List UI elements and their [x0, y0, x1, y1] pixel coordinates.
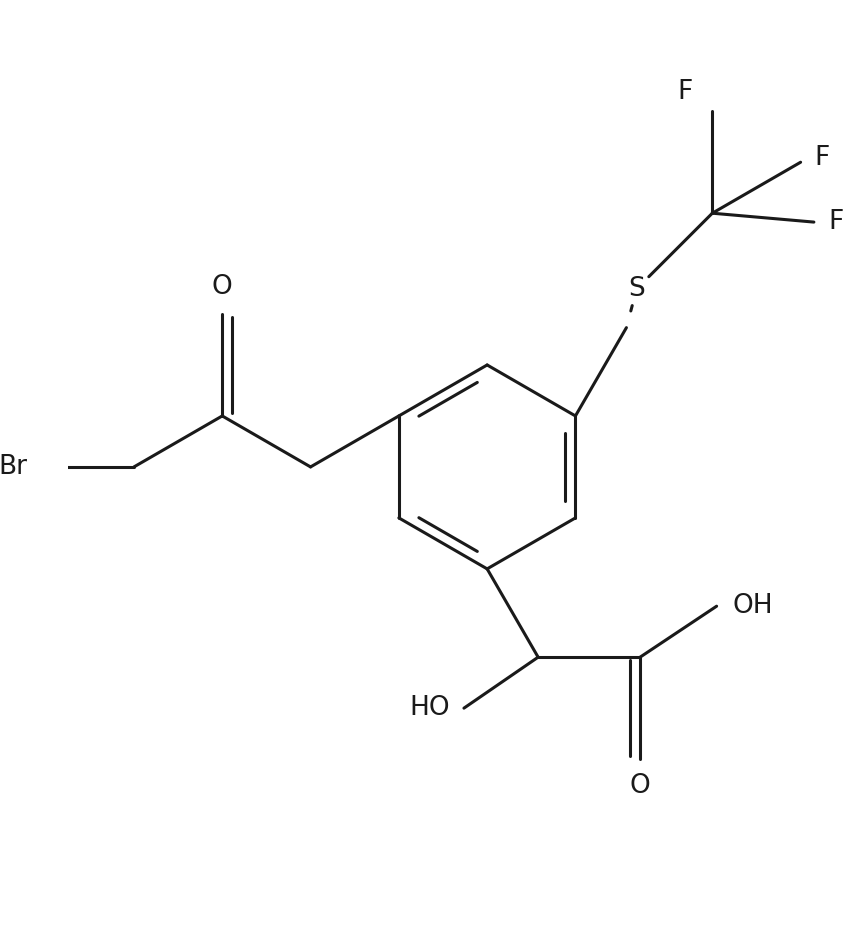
Text: HO: HO	[409, 695, 449, 721]
Text: F: F	[828, 209, 843, 235]
Text: Br: Br	[0, 454, 27, 480]
Text: F: F	[815, 144, 830, 170]
Text: F: F	[677, 79, 693, 105]
Text: O: O	[212, 274, 233, 300]
Text: O: O	[630, 773, 651, 799]
Text: OH: OH	[732, 594, 773, 619]
Text: S: S	[628, 276, 645, 302]
